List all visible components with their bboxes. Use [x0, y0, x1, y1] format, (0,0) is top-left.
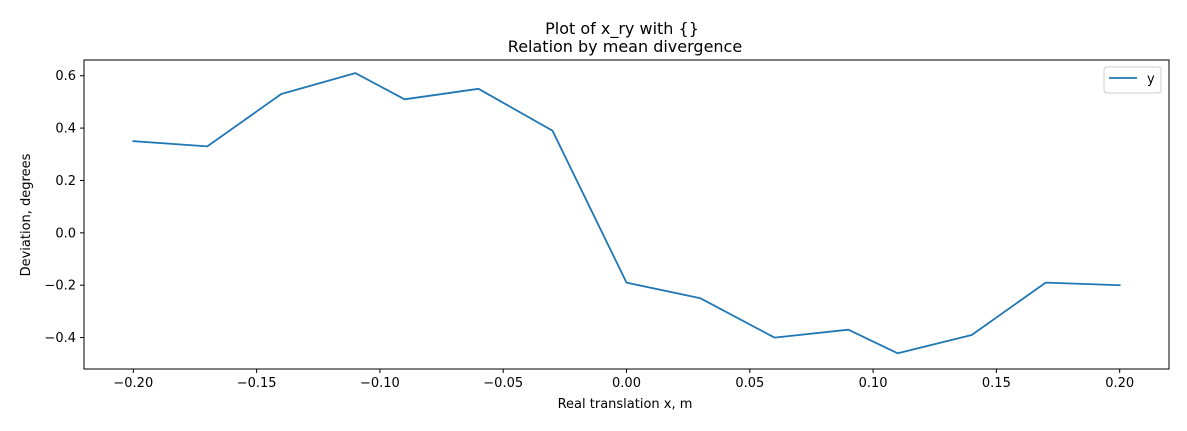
x-tick-label: 0.15 — [982, 376, 1011, 391]
plot-area — [83, 59, 1170, 370]
chart-title: Relation by mean divergence — [508, 37, 742, 56]
y-tick-label: 0.6 — [55, 69, 76, 84]
figure-suptitle: Plot of x_ry with {} — [545, 19, 699, 39]
x-tick-label: −0.15 — [237, 376, 277, 391]
x-axis-label: Real translation x, m — [558, 397, 693, 412]
series-line-y — [132, 72, 1121, 355]
legend-label-y: y — [1147, 72, 1155, 87]
x-tick-label: 0.00 — [612, 376, 641, 391]
y-tick-label: −0.2 — [44, 279, 76, 294]
y-tick-label: −0.4 — [44, 331, 76, 346]
y-tick-label: 0.0 — [55, 226, 76, 241]
y-axis-label: Deviation, degrees — [19, 153, 34, 276]
axis-ticks: −0.20 −0.15 −0.10 −0.05 0.00 0.05 0.10 0.15 0.20… — [44, 69, 1134, 391]
x-tick-label: −0.05 — [483, 376, 523, 391]
y-tick-label: 0.4 — [55, 122, 76, 137]
x-tick-label: −0.10 — [360, 376, 400, 391]
y-tick-label: 0.2 — [55, 174, 76, 189]
x-tick-label: 0.20 — [1105, 376, 1134, 391]
x-tick-label: −0.20 — [113, 376, 153, 391]
legend-box — [1103, 66, 1162, 94]
x-tick-label: 0.05 — [735, 376, 764, 391]
x-tick-label: 0.10 — [859, 376, 888, 391]
legend: y — [1103, 66, 1162, 94]
